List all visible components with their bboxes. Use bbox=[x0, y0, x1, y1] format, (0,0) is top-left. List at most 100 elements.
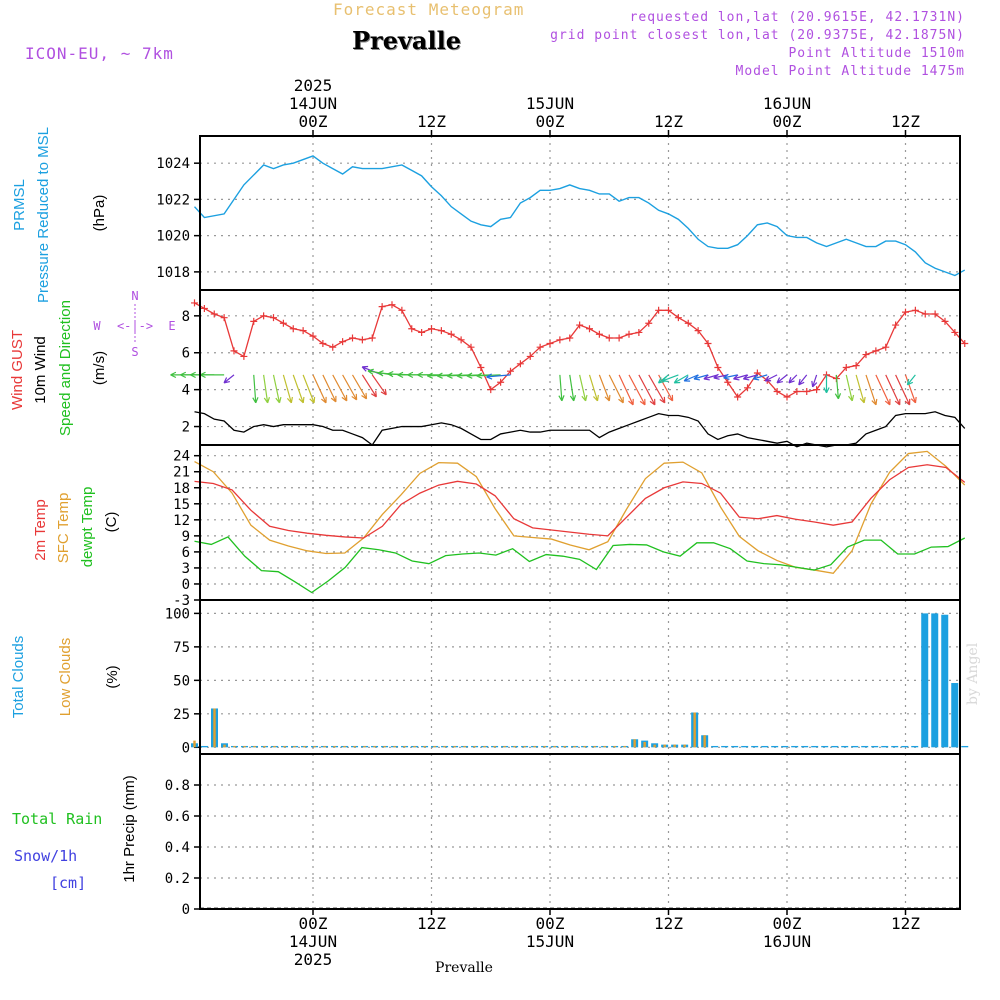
wind-label: 10m Wind bbox=[32, 336, 49, 404]
temp-unit-label: (C) bbox=[103, 512, 120, 533]
wind-direction-arrow bbox=[486, 373, 511, 380]
gust-point-marker bbox=[684, 319, 692, 327]
gust-point-marker bbox=[230, 347, 238, 355]
gust-point-marker bbox=[694, 327, 702, 335]
low-cloud-bar bbox=[653, 744, 656, 748]
wind-direction-arrow bbox=[788, 374, 798, 384]
gust-point-marker bbox=[595, 330, 603, 338]
low-cloud-bar bbox=[453, 745, 456, 748]
y-tick-label: 8 bbox=[182, 309, 190, 325]
gust-point-marker bbox=[457, 336, 465, 344]
gust-point-marker bbox=[635, 328, 643, 336]
low-cloud-bar bbox=[703, 735, 706, 748]
total-cloud-bar bbox=[721, 745, 729, 748]
low-cloud-bar bbox=[483, 745, 486, 748]
total-cloud-bar bbox=[201, 745, 209, 748]
wind-direction-arrow bbox=[661, 374, 679, 383]
gust-point-marker bbox=[526, 352, 534, 360]
total-cloud-bar bbox=[921, 613, 929, 748]
wind-direction-arrow bbox=[752, 374, 768, 381]
low-cloud-bar bbox=[283, 745, 286, 748]
low-cloud-bar bbox=[223, 744, 226, 748]
dewpt-series-line bbox=[194, 536, 966, 594]
total-cloud-bar bbox=[761, 745, 769, 748]
low-clouds-label: Low Clouds bbox=[57, 638, 74, 716]
low-cloud-bar bbox=[343, 745, 346, 748]
y-tick-label: 9 bbox=[182, 529, 190, 545]
low-cloud-bar bbox=[463, 745, 466, 748]
sfc-temp-series-line bbox=[194, 450, 966, 574]
y-tick-label: 12 bbox=[173, 513, 190, 529]
low-cloud-bar bbox=[313, 745, 316, 748]
gust-point-marker bbox=[507, 367, 514, 375]
wind-direction-arrow bbox=[342, 374, 358, 401]
low-cloud-bar bbox=[553, 745, 556, 748]
low-cloud-bar bbox=[383, 745, 386, 748]
requested-coords: requested lon,lat (20.9615E, 42.1731N) bbox=[629, 10, 965, 25]
y-tick-label: 24 bbox=[173, 449, 190, 465]
y-tick-label: 1022 bbox=[156, 192, 190, 208]
gust-point-marker bbox=[408, 325, 416, 333]
low-cloud-bar bbox=[533, 745, 536, 748]
gust-point-marker bbox=[289, 325, 297, 333]
grid-coords: grid point closest lon,lat (20.9375E, 42… bbox=[550, 28, 965, 43]
gust-point-marker bbox=[378, 303, 386, 311]
low-cloud-bar bbox=[403, 745, 406, 748]
total-cloud-bar bbox=[791, 745, 799, 748]
wind-direction-arrow bbox=[895, 374, 911, 406]
gust-point-marker bbox=[279, 319, 287, 327]
total-cloud-bar bbox=[941, 614, 949, 748]
total-cloud-bar bbox=[711, 745, 719, 748]
gust-point-marker bbox=[793, 387, 801, 395]
pressure-unit-label: (hPa) bbox=[91, 195, 108, 232]
low-cloud-bar bbox=[363, 745, 366, 748]
total-cloud-bar bbox=[851, 745, 859, 748]
low-cloud-bar bbox=[423, 745, 426, 748]
y-tick-label: 1020 bbox=[156, 229, 190, 245]
temp-2m-series-line bbox=[194, 464, 966, 539]
low-cloud-bar bbox=[493, 745, 496, 748]
wind-direction-arrow bbox=[845, 374, 855, 402]
footer-location: Prevalle bbox=[435, 960, 493, 976]
gust-point-marker bbox=[516, 360, 524, 368]
time-label-top: 2025 bbox=[294, 76, 333, 95]
y-tick-label: 0 bbox=[182, 902, 190, 918]
wind-direction-arrow bbox=[598, 374, 611, 402]
low-cloud-bar bbox=[673, 744, 676, 748]
low-cloud-bar bbox=[273, 745, 276, 748]
low-cloud-bar bbox=[413, 745, 416, 748]
time-label-bottom: 15JUN bbox=[526, 932, 574, 951]
low-cloud-bar bbox=[623, 745, 626, 748]
gust-point-marker bbox=[388, 301, 396, 309]
wind-direction-arrow bbox=[371, 374, 387, 396]
total-cloud-bar bbox=[931, 613, 939, 748]
gust-point-marker bbox=[546, 340, 554, 348]
wind-unit-label: (m/s) bbox=[91, 351, 108, 385]
low-cloud-bar bbox=[393, 745, 396, 748]
gust-point-marker bbox=[536, 343, 544, 351]
low-cloud-bar bbox=[683, 744, 686, 748]
total-cloud-bar bbox=[831, 745, 839, 748]
wind-direction-arrow bbox=[693, 374, 709, 381]
y-tick-label: 0.4 bbox=[165, 840, 190, 856]
compass-w: W bbox=[93, 319, 101, 333]
gust-point-marker bbox=[566, 334, 574, 342]
y-tick-label: 0 bbox=[182, 740, 190, 756]
total-cloud-bar bbox=[901, 745, 909, 748]
y-tick-label: 18 bbox=[173, 481, 190, 497]
compass-n: N bbox=[131, 289, 138, 303]
low-cloud-bar bbox=[573, 745, 576, 748]
gust-point-marker bbox=[309, 332, 317, 340]
gust-point-marker bbox=[605, 334, 613, 342]
gust-point-marker bbox=[349, 334, 356, 342]
total-cloud-bar bbox=[841, 745, 849, 748]
gust-point-marker bbox=[576, 321, 584, 329]
wind-direction-arrow bbox=[683, 374, 699, 382]
location-title: Prevalle bbox=[352, 26, 461, 55]
total-cloud-bar bbox=[961, 745, 969, 748]
low-cloud-bar bbox=[233, 745, 236, 748]
time-label-top: 00Z bbox=[536, 112, 565, 131]
low-cloud-bar bbox=[523, 745, 526, 748]
low-cloud-bar bbox=[633, 739, 636, 748]
